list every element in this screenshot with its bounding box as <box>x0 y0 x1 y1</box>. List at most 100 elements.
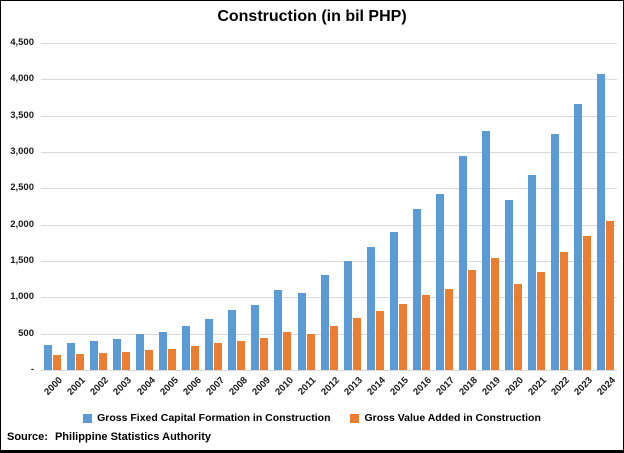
bar-gva-2015 <box>398 304 407 370</box>
y-tick-label: 4,000 <box>10 73 34 84</box>
x-tick-label: 2004 <box>134 375 158 398</box>
x-tick-label: 2007 <box>203 375 227 398</box>
y-tick-label: 3,000 <box>10 146 34 157</box>
source-note: Source: Philippine Statistics Authority <box>7 431 211 443</box>
bar-gva-2007 <box>214 343 223 370</box>
bar-gfcf-2007 <box>205 319 214 370</box>
x-tick-label: 2022 <box>549 375 573 398</box>
x-tick-label: 2023 <box>572 375 596 398</box>
bar-gfcf-2016 <box>412 209 421 370</box>
y-tick-label: - <box>30 364 34 375</box>
bar-gfcf-2008 <box>228 310 237 370</box>
bar-gva-2017 <box>444 289 453 370</box>
bar-gva-2018 <box>467 270 476 370</box>
legend-swatch-icon <box>83 413 93 423</box>
gridline <box>41 370 617 371</box>
x-axis: 2000 2001 2002 2003 2004 2005 2006 2007 2008 2009… <box>41 372 619 412</box>
legend-item-gfcf: Gross Fixed Capital Formation in Constru… <box>83 412 330 424</box>
bar-gfcf-2005 <box>159 332 168 370</box>
bar-gfcf-2024 <box>597 74 605 370</box>
source-label: Source: <box>7 431 48 443</box>
x-tick-label: 2005 <box>157 375 181 398</box>
bar-gva-2002 <box>99 353 108 370</box>
legend-swatch-icon <box>350 413 360 423</box>
x-tick-label: 2019 <box>480 375 504 398</box>
plot-area <box>41 43 617 371</box>
bar-gfcf-2011 <box>297 293 306 370</box>
x-tick-label: 2013 <box>342 375 365 398</box>
gridline <box>41 261 617 262</box>
x-tick-label: 2006 <box>180 375 204 398</box>
x-tick-label: 2000 <box>42 375 66 398</box>
gridline <box>41 43 617 44</box>
x-tick-label: 2024 <box>595 375 619 398</box>
bar-gva-2004 <box>145 350 154 370</box>
legend-item-gva: Gross Value Added in Construction <box>350 412 541 424</box>
x-tick-label: 2017 <box>434 375 457 398</box>
bar-gva-2011 <box>306 334 315 370</box>
bar-gfcf-2009 <box>251 305 260 370</box>
x-tick-label: 2003 <box>111 375 135 398</box>
bar-gva-2013 <box>352 318 361 370</box>
y-tick-label: 3,500 <box>10 110 34 121</box>
bar-gfcf-2015 <box>389 232 398 370</box>
x-tick-label: 2021 <box>526 375 550 398</box>
bar-gva-2001 <box>76 354 85 370</box>
x-tick-label: 2010 <box>272 375 296 398</box>
bar-gva-2023 <box>582 236 591 370</box>
bar-gfcf-2019 <box>481 131 490 370</box>
bar-gva-2019 <box>490 258 499 370</box>
bar-gfcf-2020 <box>504 200 513 370</box>
x-tick-label: 2011 <box>296 375 319 398</box>
x-tick-label: 2018 <box>457 375 480 398</box>
gridline <box>41 116 617 117</box>
y-axis: - 500 1,000 1,500 2,000 2,500 3,000 3,500 4,000 4… <box>1 37 37 375</box>
bar-gfcf-2000 <box>44 345 52 370</box>
bar-gva-2000 <box>53 355 61 370</box>
bar-gva-2009 <box>260 338 269 370</box>
legend-label: Gross Value Added in Construction <box>364 412 541 424</box>
chart-title: Construction (in bil PHP) <box>217 8 407 25</box>
bar-gva-2003 <box>122 352 131 370</box>
gridline <box>41 334 617 335</box>
x-tick-label: 2015 <box>388 375 411 398</box>
bar-gva-2024 <box>606 221 614 370</box>
bar-gfcf-2003 <box>113 339 122 370</box>
x-tick-label: 2009 <box>249 375 273 398</box>
y-tick-label: 1,500 <box>10 255 34 266</box>
gridline <box>41 225 617 226</box>
gridline <box>41 297 617 298</box>
bar-gfcf-2017 <box>435 194 444 370</box>
y-tick-label: 500 <box>18 328 34 339</box>
y-tick-label: 2,000 <box>10 219 34 230</box>
bar-gfcf-2018 <box>458 156 467 370</box>
y-tick-label: 4,500 <box>10 37 34 48</box>
bar-gfcf-2014 <box>366 247 375 370</box>
x-tick-label: 2014 <box>365 375 388 398</box>
bar-gfcf-2002 <box>90 341 99 370</box>
x-tick-label: 2002 <box>88 375 112 398</box>
legend-label: Gross Fixed Capital Formation in Constru… <box>97 412 331 424</box>
x-tick-label: 2012 <box>319 375 342 398</box>
legend: Gross Fixed Capital Formation in Constru… <box>1 412 623 424</box>
bar-gva-2006 <box>191 346 200 370</box>
bar-gva-2020 <box>513 284 522 370</box>
bar-gfcf-2006 <box>182 326 191 370</box>
x-tick-label: 2008 <box>226 375 250 398</box>
x-tick-label: 2016 <box>411 375 434 398</box>
y-tick-label: 1,000 <box>10 291 34 302</box>
gridline <box>41 79 617 80</box>
x-tick-label: 2001 <box>65 375 89 398</box>
bar-gva-2012 <box>329 326 338 370</box>
bar-gva-2005 <box>168 349 177 370</box>
bar-gfcf-2004 <box>136 334 145 370</box>
bar-gva-2021 <box>536 272 545 370</box>
y-tick-label: 2,500 <box>10 182 34 193</box>
gridline <box>41 152 617 153</box>
bar-gva-2022 <box>559 252 568 370</box>
x-tick-label: 2020 <box>503 375 527 398</box>
bar-gfcf-2022 <box>550 134 559 370</box>
source-value: Philippine Statistics Authority <box>54 431 212 443</box>
bar-gfcf-2023 <box>573 104 582 370</box>
